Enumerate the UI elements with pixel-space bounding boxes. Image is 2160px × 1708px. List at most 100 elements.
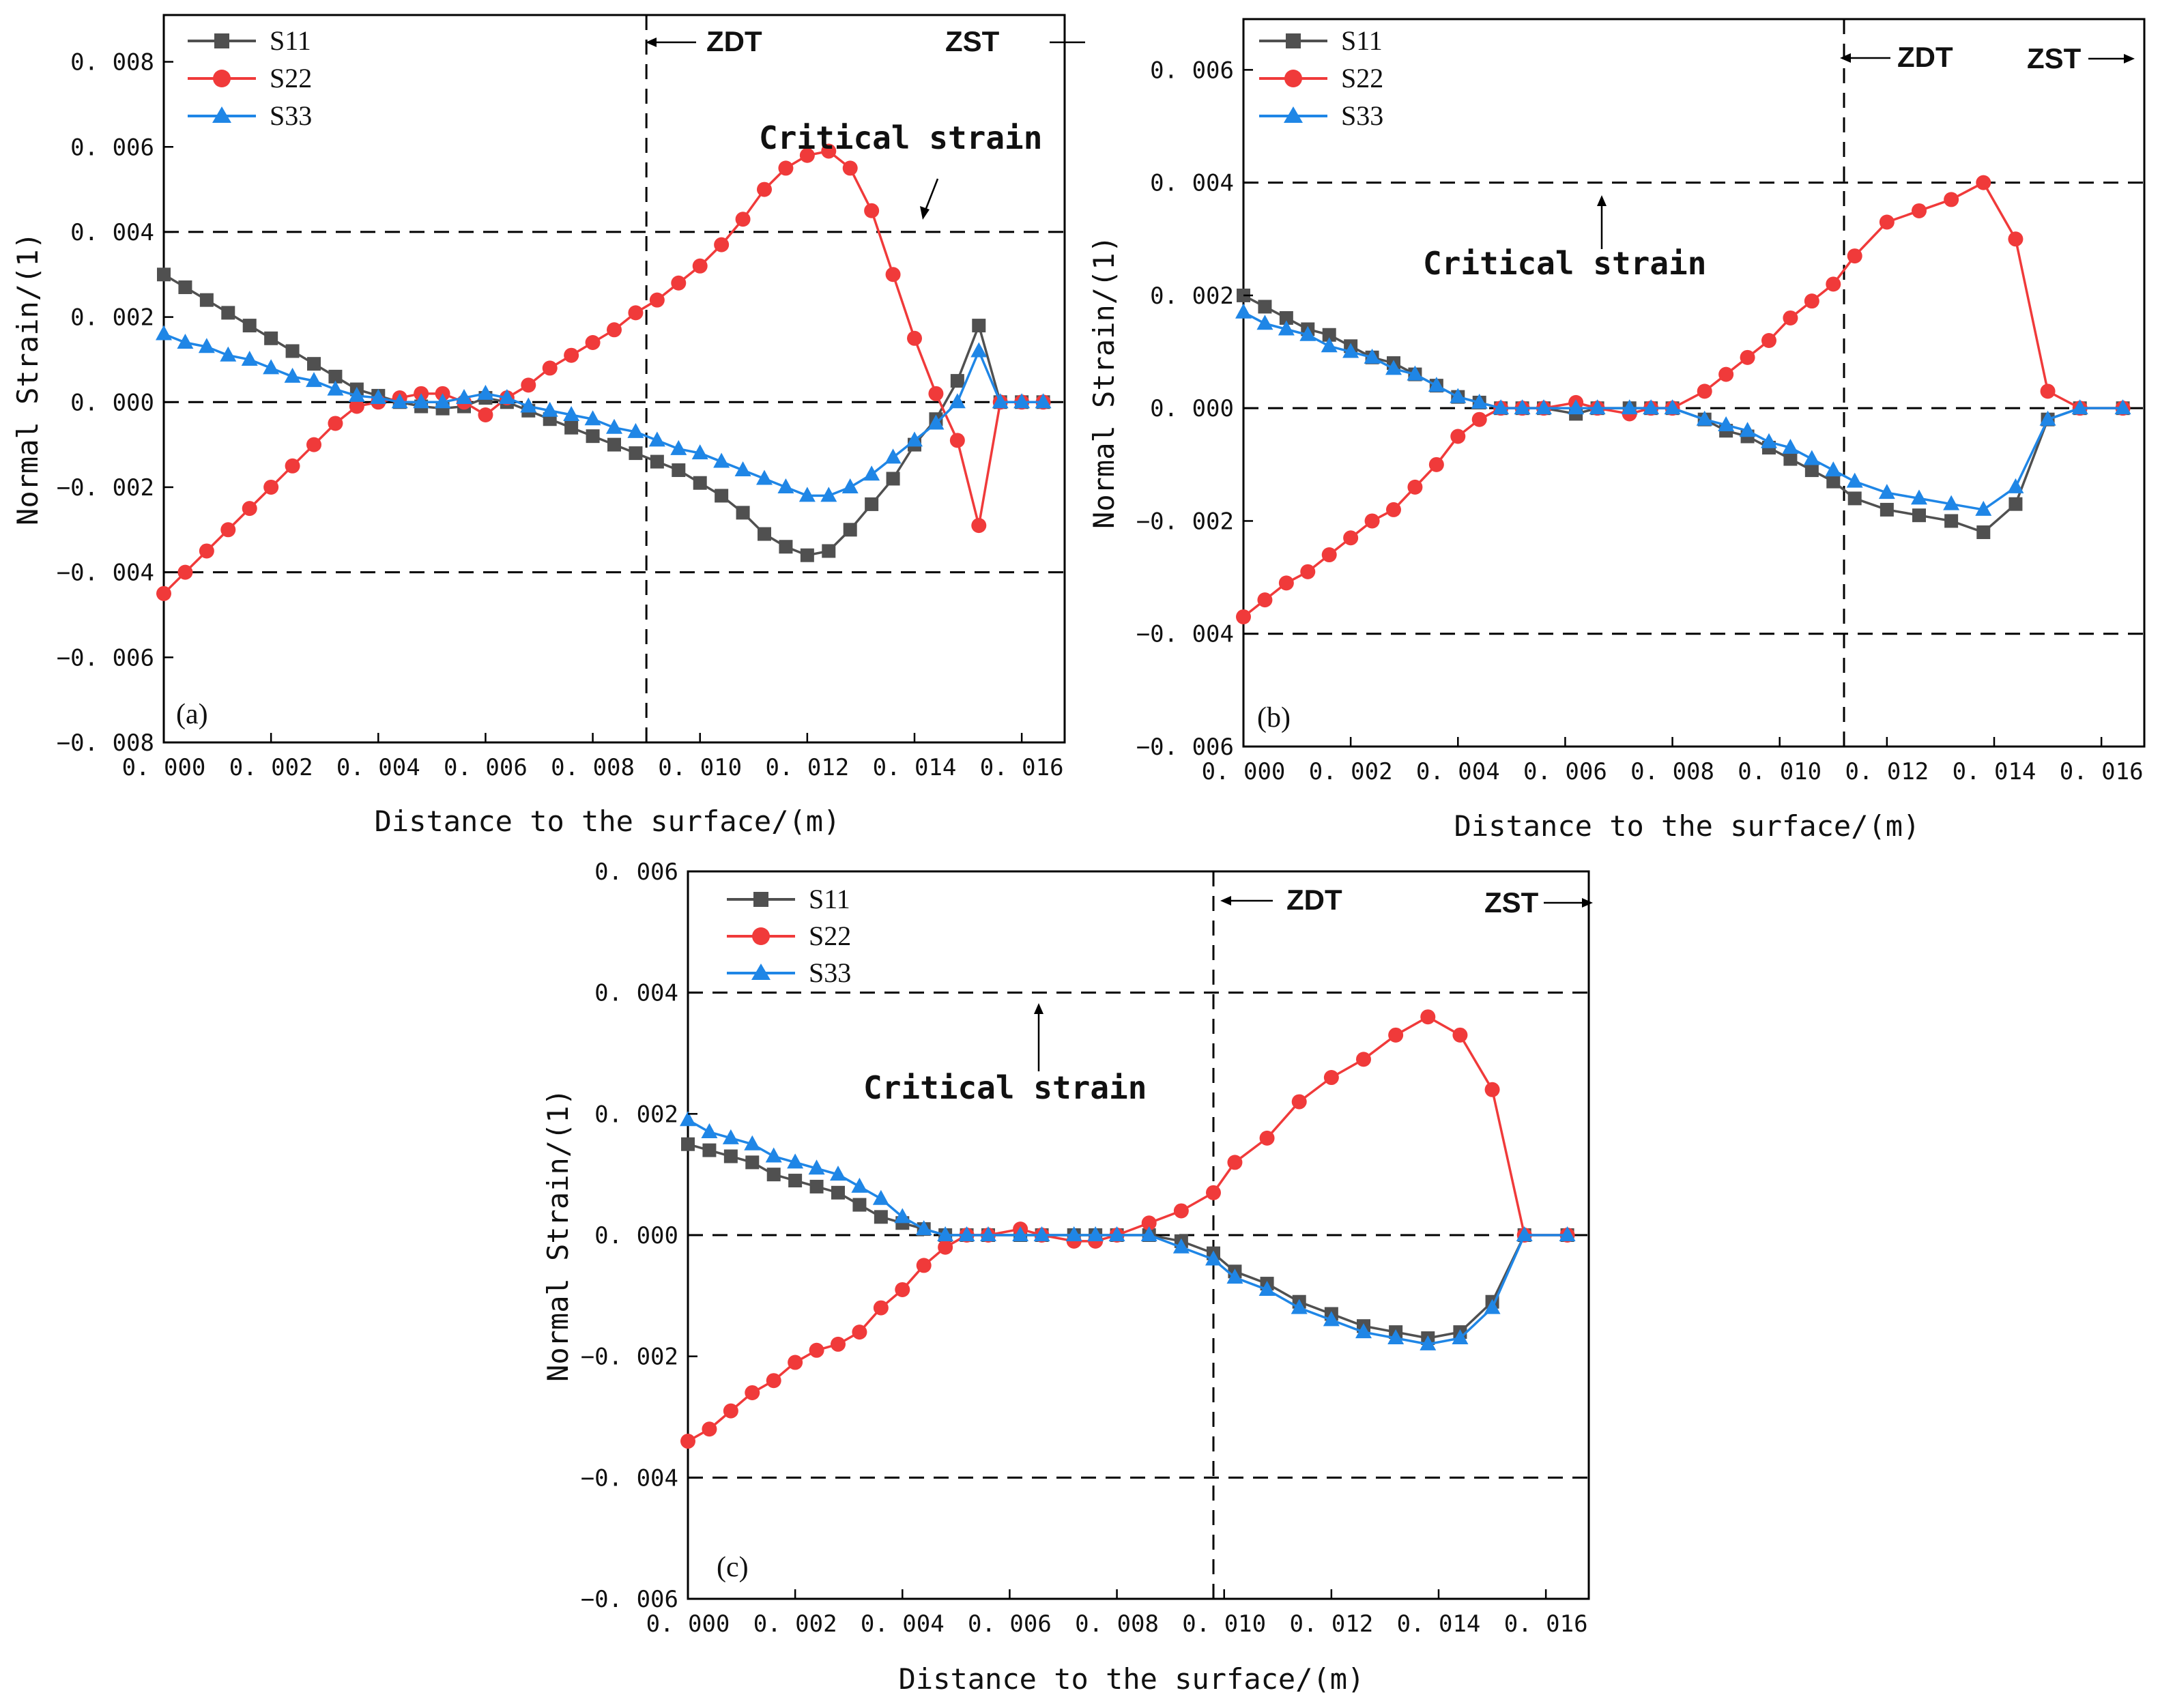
data-point-s33 bbox=[756, 469, 773, 485]
data-point-s22 bbox=[306, 437, 321, 452]
data-point-s33 bbox=[1761, 433, 1777, 448]
y-tick-label: −0. 002 bbox=[1136, 508, 1234, 535]
data-point-s33 bbox=[1108, 1226, 1125, 1241]
data-point-s22 bbox=[745, 1385, 760, 1400]
data-point-s33 bbox=[1087, 1226, 1104, 1241]
data-point-s11 bbox=[681, 1137, 695, 1151]
data-point-s33 bbox=[1782, 439, 1799, 454]
legend-label-s33: S33 bbox=[809, 957, 851, 988]
data-point-s22 bbox=[1944, 192, 1959, 207]
data-point-s33 bbox=[872, 1189, 889, 1205]
data-point-s22 bbox=[938, 1239, 953, 1255]
x-tick-label: 0. 002 bbox=[753, 1610, 837, 1638]
data-point-s33 bbox=[1514, 399, 1531, 415]
data-point-s22 bbox=[885, 267, 901, 283]
y-tick-label: 0. 004 bbox=[1150, 170, 1234, 197]
zst-label: ZST bbox=[945, 25, 1000, 57]
data-point-s22 bbox=[628, 305, 644, 321]
data-point-s33 bbox=[1825, 461, 1842, 477]
data-point-s11 bbox=[950, 374, 964, 388]
data-point-s33 bbox=[1278, 320, 1295, 336]
data-point-s22 bbox=[607, 322, 622, 338]
data-point-s33 bbox=[263, 359, 280, 375]
data-point-s33 bbox=[1493, 399, 1510, 415]
data-point-s11 bbox=[693, 476, 707, 490]
panel-a: 0. 000 0. 002 0. 004 0. 006 0. 008 0. 010 0. 0… bbox=[11, 14, 1085, 838]
data-point-s22 bbox=[702, 1421, 717, 1437]
y-tick-label: −0. 002 bbox=[57, 474, 154, 502]
data-point-s33 bbox=[1516, 1226, 1533, 1241]
data-point-s11 bbox=[242, 319, 257, 333]
data-point-s11 bbox=[1783, 452, 1798, 466]
data-point-s22 bbox=[735, 212, 751, 227]
data-point-s33 bbox=[680, 1111, 696, 1127]
data-point-s11 bbox=[2008, 497, 2023, 511]
y-tick-label: −0. 004 bbox=[1136, 621, 1234, 648]
x-tick-label: 0. 012 bbox=[765, 754, 849, 781]
critical-strain-arrowhead bbox=[1034, 1003, 1043, 1014]
data-point-s22 bbox=[895, 1282, 910, 1297]
data-point-s22 bbox=[831, 1336, 846, 1352]
data-point-s22 bbox=[1343, 530, 1359, 546]
data-point-s33 bbox=[1420, 1335, 1437, 1350]
y-tick-label: −0. 006 bbox=[581, 1586, 678, 1613]
data-point-s22 bbox=[809, 1342, 824, 1358]
series-line-s33 bbox=[1243, 311, 2123, 511]
data-point-s33 bbox=[798, 487, 816, 502]
data-point-s33 bbox=[949, 393, 966, 409]
x-tick-label: 0. 012 bbox=[1289, 1610, 1373, 1638]
legend-label-s22: S22 bbox=[1341, 63, 1383, 93]
data-point-s33 bbox=[765, 1147, 782, 1163]
data-point-s33 bbox=[820, 487, 837, 502]
data-point-s22 bbox=[199, 543, 214, 559]
legend-marker-s22 bbox=[1284, 70, 1302, 87]
data-point-s22 bbox=[1173, 1203, 1189, 1219]
data-point-s22 bbox=[1386, 502, 1401, 517]
data-point-s33 bbox=[1643, 399, 1660, 415]
data-point-s11 bbox=[745, 1155, 760, 1170]
data-point-s33 bbox=[1012, 1226, 1029, 1241]
data-point-s11 bbox=[199, 293, 214, 307]
panel-c: 0. 000 0. 002 0. 004 0. 006 0. 008 0. 010 0. 0… bbox=[541, 858, 1593, 1696]
data-point-s22 bbox=[1912, 203, 1927, 218]
x-tick-label: 0. 016 bbox=[1504, 1610, 1588, 1638]
zdt-label: ZDT bbox=[1286, 884, 1342, 916]
data-point-s22 bbox=[723, 1403, 738, 1419]
data-point-s33 bbox=[722, 1129, 739, 1144]
x-tick-label: 0. 004 bbox=[1416, 758, 1500, 785]
data-point-s22 bbox=[907, 330, 922, 346]
data-point-s11 bbox=[852, 1198, 867, 1212]
critical-strain-arrow bbox=[924, 178, 939, 211]
data-point-s33 bbox=[851, 1177, 868, 1193]
zst-arrowhead bbox=[1582, 898, 1593, 908]
plot-frame bbox=[1242, 18, 2146, 748]
data-point-s33 bbox=[434, 393, 451, 409]
x-tick-label: 0. 000 bbox=[1202, 758, 1286, 785]
data-point-s11 bbox=[564, 420, 579, 435]
data-point-s33 bbox=[1696, 410, 1713, 426]
data-point-s22 bbox=[1278, 575, 1294, 591]
data-point-s33 bbox=[498, 389, 515, 405]
axis-ticks: 0. 000 0. 002 0. 004 0. 006 0. 008 0. 010 0. 0… bbox=[1136, 57, 2144, 785]
data-point-s22 bbox=[478, 407, 493, 422]
data-point-s33 bbox=[1450, 388, 1467, 403]
data-point-s33 bbox=[1878, 484, 1895, 500]
data-point-s11 bbox=[715, 489, 729, 503]
y-tick-label: 0. 006 bbox=[1150, 57, 1234, 84]
data-point-s11 bbox=[766, 1168, 781, 1182]
plot-marks bbox=[680, 871, 1589, 1599]
data-point-s33 bbox=[830, 1166, 846, 1181]
data-point-s22 bbox=[263, 479, 279, 495]
x-tick-label: 0. 008 bbox=[1075, 1610, 1159, 1638]
data-point-s22 bbox=[1740, 349, 1755, 365]
data-point-s22 bbox=[821, 143, 837, 159]
data-point-s11 bbox=[779, 540, 793, 554]
x-tick-label: 0. 010 bbox=[658, 754, 742, 781]
data-point-s33 bbox=[980, 1226, 996, 1241]
data-point-s11 bbox=[586, 429, 600, 444]
x-tick-label: 0. 006 bbox=[444, 754, 528, 781]
legend-marker-s33 bbox=[751, 964, 771, 980]
data-point-s33 bbox=[627, 422, 644, 438]
data-point-s22 bbox=[864, 203, 880, 218]
data-point-s11 bbox=[157, 267, 171, 282]
